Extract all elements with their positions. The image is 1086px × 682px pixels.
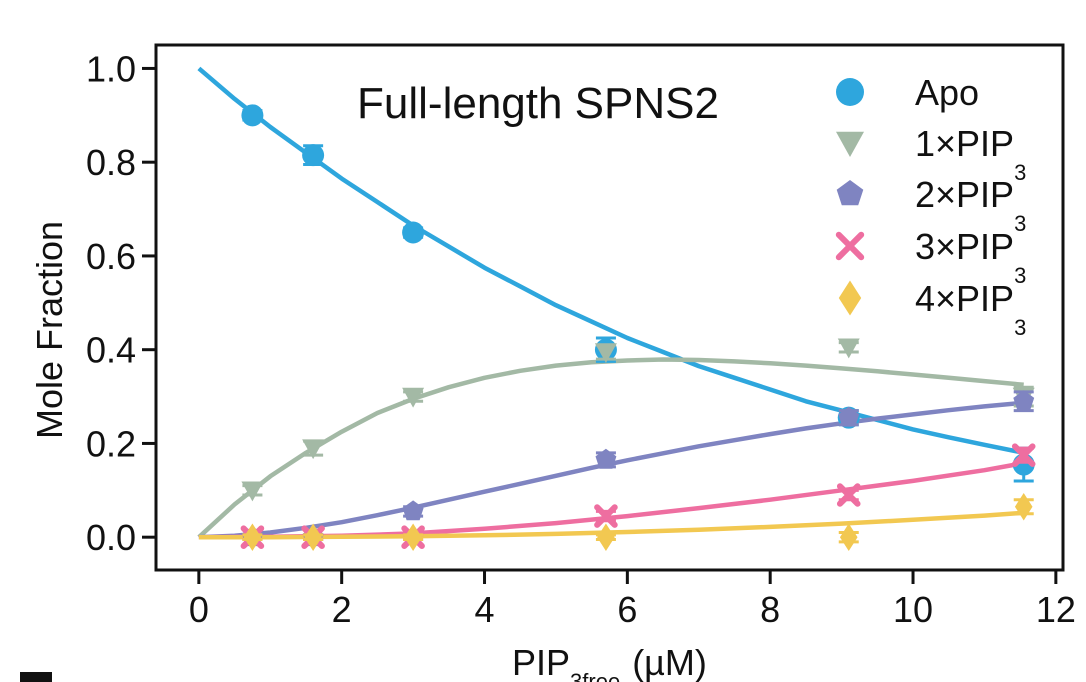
y-tick-label: 0.4 — [86, 330, 136, 371]
x-axis-label-main: PIP — [512, 642, 570, 682]
y-tick-label: 0.2 — [86, 423, 136, 464]
fit-curve-series-1 — [197, 66, 1025, 456]
legend-marker-series-4 — [835, 231, 865, 261]
y-tick-label: 0.6 — [86, 236, 136, 277]
data-point-series-2 — [837, 338, 860, 359]
x-tick-label: 2 — [332, 589, 352, 630]
x-axis-label-subscript: 3free — [570, 669, 620, 682]
legend-marker-series-3 — [836, 180, 864, 206]
data-points — [240, 104, 1036, 551]
y-tick-label: 1.0 — [86, 48, 136, 89]
legend-subscript: 3 — [1014, 211, 1026, 236]
data-point-series-2 — [402, 387, 425, 408]
chart-title: Full-length SPNS2 — [357, 79, 719, 128]
data-point-series-5 — [404, 523, 422, 551]
data-point-series-3 — [838, 406, 860, 427]
data-point-series-4 — [836, 483, 861, 507]
y-tick-label: 0.8 — [86, 142, 136, 183]
legend-label-series-2: 1×PIP3 — [915, 123, 1026, 185]
data-point-series-1 — [302, 144, 325, 167]
data-point-series-5 — [304, 523, 322, 551]
y-tick-label: 0.0 — [86, 517, 136, 558]
plot-frame — [154, 43, 1065, 572]
data-point-series-5 — [243, 523, 262, 551]
data-point-series-3 — [402, 500, 424, 521]
data-point-series-4 — [1011, 443, 1036, 467]
legend-subscript: 3 — [1014, 160, 1026, 185]
legend-label-series-5: 4×PIP3 — [915, 278, 1026, 340]
legend-marker-series-1 — [836, 78, 864, 106]
data-point-series-3 — [595, 448, 617, 469]
x-tick-label: 4 — [475, 589, 495, 630]
data-point-series-2 — [241, 481, 264, 502]
data-point-series-5 — [1014, 492, 1033, 521]
data-point-series-1 — [402, 221, 425, 244]
data-point-series-5 — [839, 523, 858, 551]
data-point-series-3 — [1013, 390, 1035, 411]
x-tick-label: 12 — [1036, 589, 1076, 630]
fit-curve-series-5 — [198, 510, 1024, 540]
panel-corner-mark — [20, 672, 52, 682]
data-point-series-2 — [302, 439, 325, 460]
legend-subscript: 3 — [1014, 263, 1026, 288]
y-axis-label: Mole Fraction — [29, 221, 70, 439]
x-axis-label: PIP3free (µM) — [512, 642, 707, 682]
legend-subscript: 3 — [1014, 315, 1026, 340]
x-tick-label: 10 — [893, 589, 933, 630]
y-axis-ticks: 0.0 0.2 0.4 0.6 0.8 1.0 — [86, 48, 156, 558]
legend-label-series-3: 2×PIP3 — [915, 174, 1026, 236]
x-axis-label-unit: (µM) — [632, 642, 707, 682]
data-point-series-1 — [241, 104, 264, 127]
data-point-series-5 — [597, 523, 615, 551]
x-tick-label: 8 — [760, 589, 780, 630]
legend-marker-series-5 — [838, 280, 862, 316]
data-point-series-4 — [594, 504, 618, 528]
x-tick-label: 6 — [617, 589, 637, 630]
legend-marker-series-2 — [836, 131, 864, 157]
legend-label-series-4: 3×PIP3 — [915, 226, 1026, 288]
legend-label-series-1: Apo — [915, 72, 979, 113]
x-axis-ticks: 0 2 4 6 8 10 12 — [189, 570, 1076, 630]
data-point-series-2 — [594, 343, 617, 364]
x-tick-label: 0 — [189, 589, 209, 630]
